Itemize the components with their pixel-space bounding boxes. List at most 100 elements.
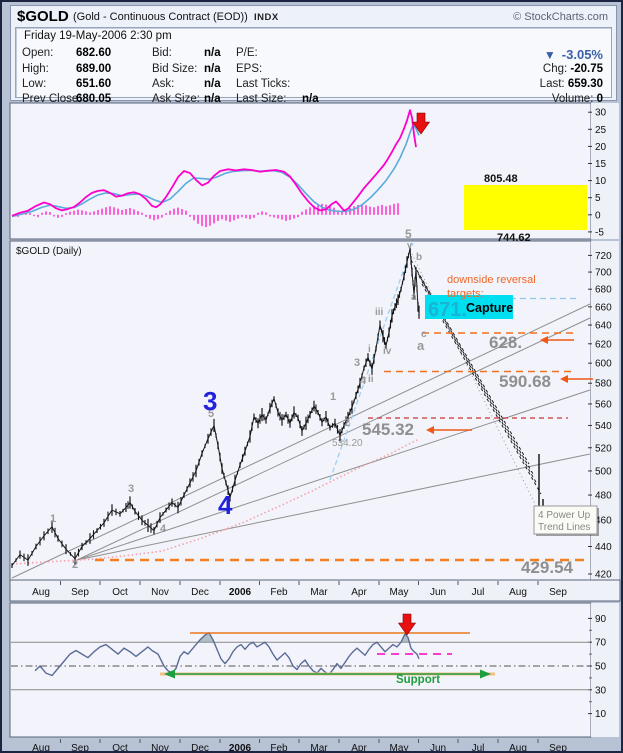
wave-label: 4 xyxy=(360,375,367,387)
month-label: Apr xyxy=(351,587,367,598)
month-label: Sep xyxy=(549,743,567,753)
y-tick-label: 540 xyxy=(595,421,612,432)
support-label: Support xyxy=(396,674,440,686)
quote-row: Prev Close: 680.05 Ask Size: n/a Last Size: n… xyxy=(16,93,611,107)
level-label-671: 671. xyxy=(428,299,467,321)
month-label: Oct xyxy=(112,587,128,598)
downside-targets-note: targets: xyxy=(447,288,484,300)
quote-right-cell: ▼ -3.05% xyxy=(544,47,603,62)
down-triangle-icon: ▼ xyxy=(543,48,556,62)
y-tick-label: 20 xyxy=(595,142,607,153)
wave-label: 1 xyxy=(330,391,336,403)
wave-label: a xyxy=(411,292,417,303)
y-tick-label: 480 xyxy=(595,491,612,502)
y-tick-label: 720 xyxy=(595,251,612,262)
capture-overlay[interactable] xyxy=(425,295,513,319)
ma-dotted-line xyxy=(11,438,420,565)
power-up-tooltip-text: Trend Lines xyxy=(538,522,590,533)
y-tick-label: 600 xyxy=(595,359,612,370)
y-tick-label: 70 xyxy=(595,638,607,649)
month-label: Jun xyxy=(430,587,446,598)
y-tick-label: 10 xyxy=(595,176,607,187)
quote-field-label: P/E: xyxy=(236,47,258,59)
month-label: Jul xyxy=(472,743,485,753)
quote-field-value: 680.05 xyxy=(76,93,112,105)
quote-field-label: High: xyxy=(22,63,49,75)
month-label: Sep xyxy=(71,743,89,753)
chart-header-panel: $GOLD (Gold - Continuous Contract (EOD))… xyxy=(10,5,617,105)
month-label: May xyxy=(390,587,409,598)
percent-change-value: -3.05% xyxy=(561,47,603,62)
quote-right-cell: Last: 659.30 xyxy=(540,78,603,90)
quote-field-value: n/a xyxy=(302,93,319,105)
momentum-panel-axis-strip xyxy=(591,103,619,239)
month-label: Mar xyxy=(310,743,328,753)
quote-field-value: 689.00 xyxy=(76,63,112,75)
capture-button-label[interactable]: Capture xyxy=(466,301,513,315)
month-label: 2006 xyxy=(229,743,252,753)
y-tick-label: 15 xyxy=(595,159,607,170)
quote-field-label: Last: xyxy=(539,78,568,90)
quote-field-value: 659.30 xyxy=(567,78,603,90)
date-axis-strip xyxy=(9,579,621,602)
exchange-label: INDX xyxy=(254,12,279,23)
quote-field-value: n/a xyxy=(204,78,221,90)
quote-field-value: n/a xyxy=(204,63,221,75)
wave-label: 2 xyxy=(344,417,350,429)
month-label: Mar xyxy=(310,587,328,598)
month-label: Nov xyxy=(151,743,169,753)
wave-label: 3 xyxy=(354,357,360,369)
quote-field-label: Ask Size: xyxy=(152,93,200,105)
wave-label: c xyxy=(421,329,427,340)
rsi-panel xyxy=(9,602,592,738)
quote-field-label: Ask: xyxy=(152,78,175,90)
support-arrow-right-head xyxy=(480,669,491,679)
target-upper-label: 805.48 xyxy=(484,173,518,185)
quote-field-value: n/a xyxy=(204,93,221,105)
month-label: Dec xyxy=(191,743,209,753)
month-label: Apr xyxy=(351,743,367,753)
symbol-description: (Gold - Continuous Contract (EOD)) xyxy=(73,11,248,23)
quote-right-cell: Chg: -20.75 xyxy=(543,63,603,75)
level-arrow-head xyxy=(426,426,434,434)
level-628-label: 628. xyxy=(489,333,522,352)
target-lower-label: 744.62 xyxy=(497,232,531,244)
month-label: Jul xyxy=(472,587,485,598)
quote-row: Open: 682.60 Bid: n/a P/E: ▼ -3.05% xyxy=(16,47,611,62)
wave-label: 4 xyxy=(160,523,167,535)
wave-label: 4 xyxy=(218,490,233,520)
y-tick-label: 0 xyxy=(595,210,601,221)
y-tick-label: 460 xyxy=(595,516,612,527)
price-panel-title: $GOLD (Daily) xyxy=(16,246,82,257)
y-tick-label: 500 xyxy=(595,466,612,477)
wave-label: iv xyxy=(383,346,392,357)
level-arrow-head xyxy=(560,375,568,383)
wave-label: ii xyxy=(368,374,374,385)
month-label: 2006 xyxy=(229,587,252,598)
month-label: May xyxy=(390,743,409,753)
month-label: Aug xyxy=(509,587,527,598)
wave-label: i xyxy=(368,344,371,355)
month-label: Feb xyxy=(270,587,288,598)
level-545-label: 545.32 xyxy=(362,420,414,439)
wave-label: 5 xyxy=(208,408,214,420)
y-tick-label: 420 xyxy=(595,570,612,581)
y-tick-label: 520 xyxy=(595,443,612,454)
quote-row: Low: 651.60 Ask: n/a Last Ticks: Last: 659.30 xyxy=(16,78,611,92)
power-up-trendline xyxy=(76,317,591,561)
wave-label: 3 xyxy=(128,483,134,495)
title-bar: $GOLD (Gold - Continuous Contract (EOD))… xyxy=(11,6,616,27)
month-label: Jun xyxy=(430,743,446,753)
y-tick-label: 90 xyxy=(595,614,607,625)
yellow-target-box xyxy=(464,185,587,230)
month-label: Aug xyxy=(509,743,527,753)
projection-line xyxy=(418,275,538,485)
quote-field-label: Volume: xyxy=(551,93,597,105)
wave-label: iii xyxy=(375,307,384,318)
wave-label: 1 xyxy=(50,513,56,525)
quote-row: High: 689.00 Bid Size: n/a EPS: Chg: -20.75 xyxy=(16,63,611,77)
month-label: Aug xyxy=(32,743,50,753)
quote-timestamp: Friday 19-May-2006 2:30 pm xyxy=(24,30,172,42)
wave-label: 2 xyxy=(72,559,78,571)
